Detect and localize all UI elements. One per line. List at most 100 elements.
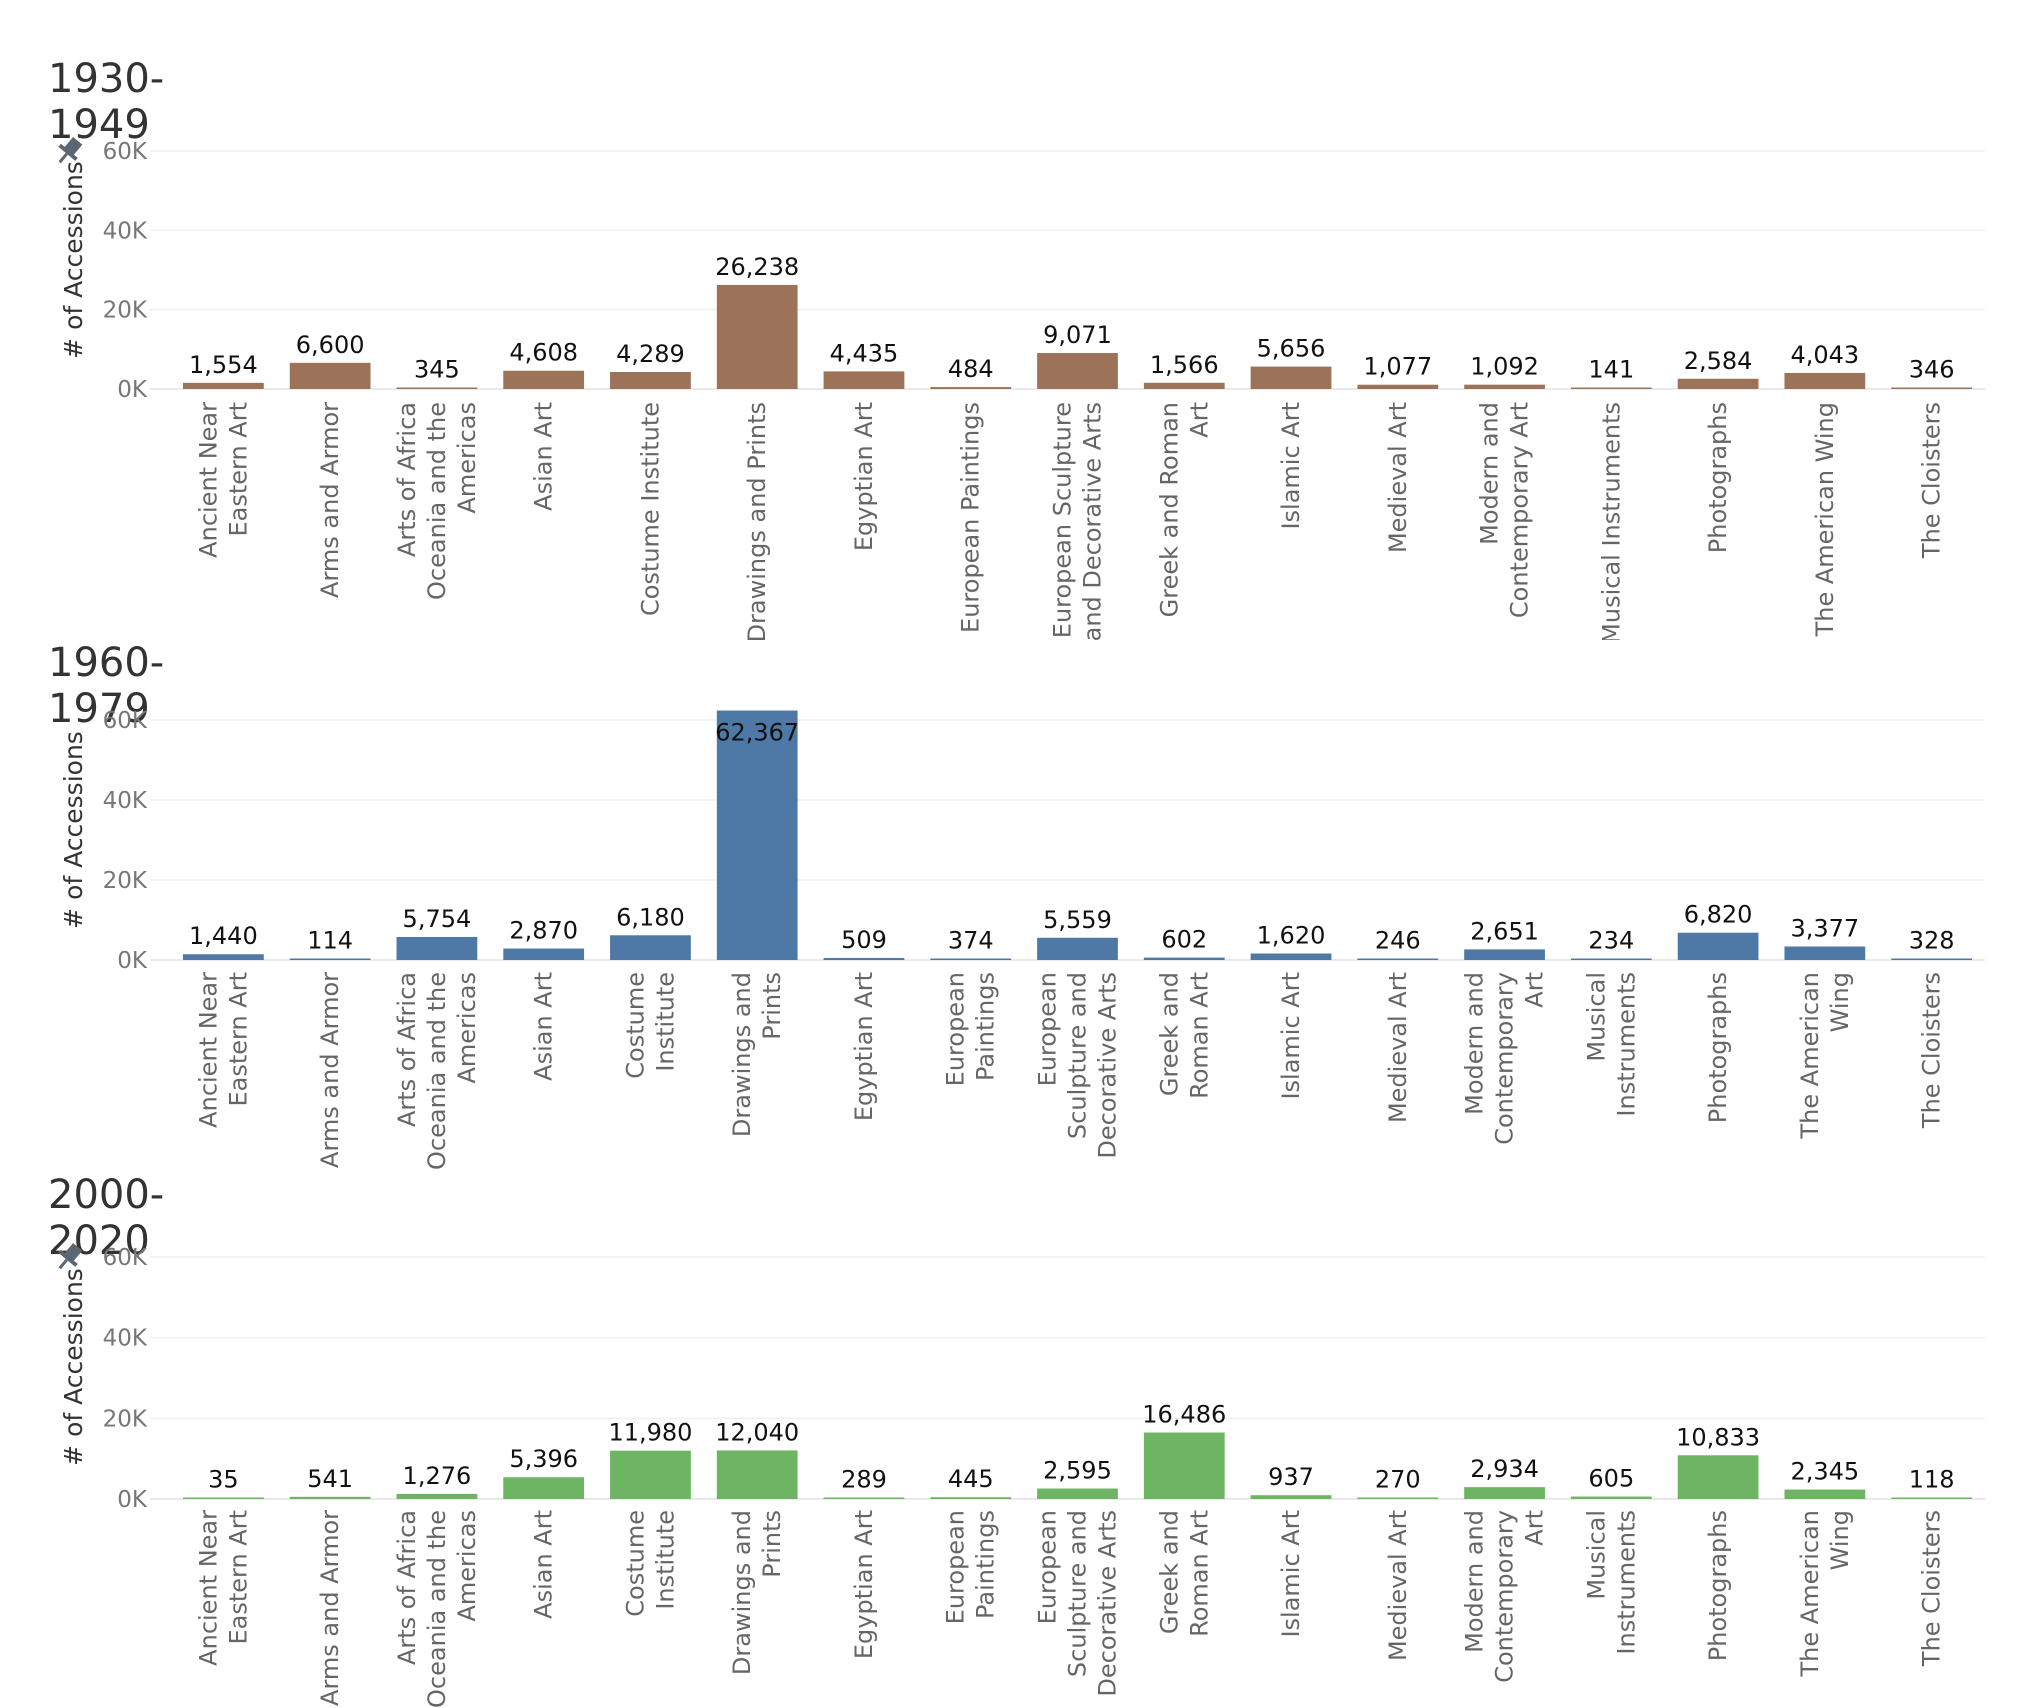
bar[interactable]: [183, 954, 264, 960]
bar-value-label: 346: [1909, 356, 1955, 384]
x-tick-label: Musical: [1582, 972, 1610, 1062]
bar[interactable]: [1891, 958, 1972, 961]
bar[interactable]: [716, 284, 798, 389]
bar-value-label: 509: [841, 926, 887, 954]
x-tick-label: Contemporary: [1491, 1510, 1519, 1683]
x-tick-label: Arms and Armor: [316, 1510, 344, 1706]
bar[interactable]: [823, 1497, 905, 1500]
bar[interactable]: [823, 957, 905, 960]
panel-title-1: 1930-1949: [48, 56, 165, 148]
bar-value-label: 328: [1909, 927, 1955, 955]
bar[interactable]: [1464, 384, 1545, 389]
bar[interactable]: [1784, 1489, 1866, 1499]
bar[interactable]: [1570, 1496, 1652, 1499]
bar[interactable]: [716, 1450, 798, 1499]
y-tick-label: 20K: [103, 868, 148, 894]
bar[interactable]: [1143, 957, 1225, 960]
y-tick-label: 20K: [103, 298, 148, 324]
bar-value-label: 602: [1161, 926, 1207, 954]
bar[interactable]: [289, 958, 371, 961]
x-tick-label: Arts of Africa: [393, 1510, 421, 1665]
bar[interactable]: [610, 371, 691, 389]
bar-value-label: 2,595: [1043, 1457, 1112, 1485]
bar[interactable]: [1464, 949, 1545, 960]
bar[interactable]: [716, 710, 798, 960]
x-tick-label: Arts of Africa: [393, 402, 421, 557]
bar[interactable]: [1250, 953, 1332, 960]
bar-value-label: 4,289: [616, 340, 685, 368]
pin-icon[interactable]: [51, 1240, 86, 1276]
bar[interactable]: [1037, 937, 1118, 960]
bar[interactable]: [1677, 932, 1759, 960]
bar-value-label: 1,276: [403, 1462, 472, 1490]
x-tick-label: Greek and: [1155, 972, 1183, 1096]
bar[interactable]: [1357, 1497, 1439, 1500]
bar[interactable]: [1143, 1432, 1225, 1499]
pin-icon[interactable]: [51, 134, 86, 170]
bar[interactable]: [1250, 366, 1332, 389]
bar[interactable]: [503, 370, 585, 389]
bar-value-label: 541: [307, 1465, 353, 1493]
x-tick-label: European: [1034, 972, 1062, 1086]
x-tick-label: Oceania and the: [423, 1510, 451, 1708]
bar[interactable]: [1250, 1495, 1332, 1499]
x-tick-label: Medieval Art: [1384, 972, 1412, 1123]
bar[interactable]: [1357, 384, 1439, 389]
y-axis-label: # of Accessions: [59, 1268, 88, 1466]
bar-value-label: 374: [948, 927, 994, 955]
bar[interactable]: [1677, 378, 1759, 389]
bar-value-label: 9,071: [1043, 321, 1112, 349]
bar[interactable]: [930, 1497, 1012, 1499]
bar-value-label: 4,608: [509, 339, 578, 367]
x-tick-label: Prints: [758, 1510, 786, 1578]
bar[interactable]: [289, 362, 371, 389]
x-tick-label: Arms and Armor: [316, 972, 344, 1168]
bar[interactable]: [503, 948, 585, 960]
x-tick-label: Institute: [651, 1510, 679, 1610]
bar[interactable]: [1784, 372, 1866, 389]
bar[interactable]: [1037, 1488, 1118, 1499]
bar[interactable]: [183, 382, 264, 389]
x-tick-label: Roman Art: [1185, 1510, 1213, 1637]
bar[interactable]: [1677, 1455, 1759, 1499]
bar[interactable]: [1357, 958, 1439, 961]
bar-value-label: 484: [948, 355, 994, 383]
bar-value-label: 4,435: [830, 339, 899, 367]
bar[interactable]: [396, 387, 478, 390]
bar[interactable]: [396, 936, 478, 960]
bar[interactable]: [930, 387, 1012, 389]
bar[interactable]: [1570, 387, 1652, 390]
bar-value-label: 62,367: [715, 719, 799, 747]
x-tick-label: Art: [1185, 402, 1213, 438]
y-tick-label: 60K: [103, 708, 148, 734]
x-tick-label: Islamic Art: [1277, 1510, 1305, 1638]
bar[interactable]: [1464, 1487, 1545, 1499]
bar[interactable]: [930, 958, 1012, 961]
x-tick-label: Instruments: [1612, 1510, 1640, 1655]
x-tick-label: Costume Institute: [636, 402, 664, 616]
bar[interactable]: [396, 1493, 478, 1499]
x-tick-label: The Cloisters: [1918, 972, 1946, 1129]
bar-value-label: 10,833: [1676, 1423, 1760, 1451]
bar-value-label: 4,043: [1790, 341, 1859, 369]
bar[interactable]: [610, 935, 691, 960]
x-tick-label: Photographs: [1704, 972, 1732, 1123]
x-tick-label: Greek and: [1155, 1510, 1183, 1634]
bar[interactable]: [1143, 382, 1225, 389]
bar[interactable]: [610, 1450, 691, 1499]
bar[interactable]: [1891, 1497, 1972, 1500]
bar[interactable]: [1891, 387, 1972, 390]
bar[interactable]: [1570, 958, 1652, 961]
x-tick-label: Art: [1521, 972, 1549, 1008]
bar[interactable]: [1037, 353, 1118, 389]
x-tick-label: Sculpture and: [1064, 1510, 1092, 1677]
bar[interactable]: [289, 1496, 371, 1499]
x-tick-label: Drawings and: [728, 1510, 756, 1675]
bar-value-label: 5,656: [1257, 335, 1326, 363]
x-tick-label: Greek and Roman: [1155, 402, 1183, 617]
bar[interactable]: [1784, 946, 1866, 960]
x-tick-label: Musical Instruments: [1597, 402, 1625, 640]
bar[interactable]: [183, 1497, 264, 1500]
bar[interactable]: [503, 1477, 585, 1499]
bar[interactable]: [823, 371, 905, 389]
